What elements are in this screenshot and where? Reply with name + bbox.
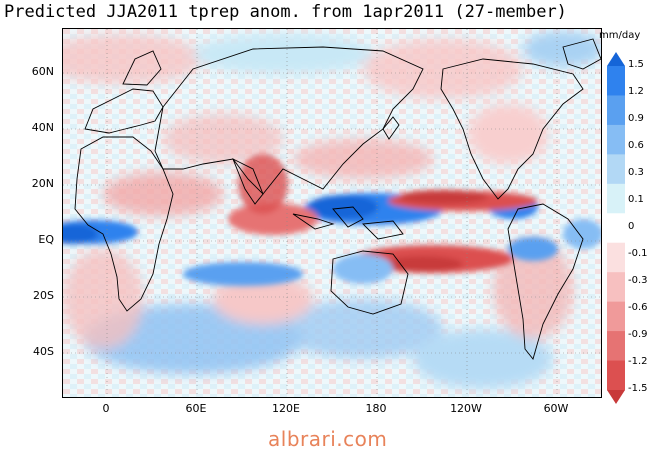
colorbar-segment (607, 301, 625, 332)
colorbar-tick-label: 0.3 (628, 167, 644, 178)
lon-label-180: 180 (365, 402, 387, 415)
lat-label-40n: 40N (31, 121, 54, 134)
lat-label-20n: 20N (31, 177, 54, 190)
colorbar-segment (607, 360, 625, 391)
lat-label-eq: EQ (38, 233, 54, 246)
lon-label-120w: 120W (450, 402, 482, 415)
colorbar-tick-label: 1.2 (628, 86, 644, 97)
watermark-text: albrari.com (268, 427, 388, 451)
continent-outlines (74, 38, 601, 360)
colorbar-segment (607, 272, 625, 303)
colorbar-bottom-arrow (607, 390, 625, 404)
lat-label-20s: 20S (33, 289, 54, 302)
colorbar-segment (607, 66, 625, 96)
colorbar-tick-label: -0.3 (628, 275, 648, 286)
colorbar-top-arrow (607, 52, 625, 66)
colorbar-units: mm/day (599, 30, 641, 41)
lon-label-120e: 120E (272, 402, 300, 415)
map-canvas (63, 29, 601, 397)
gridlines (63, 29, 601, 397)
colorbar-tick-label: 1.5 (628, 59, 644, 70)
precipitation-anomaly-map (62, 28, 602, 398)
colorbar-segment (607, 183, 625, 214)
colorbar-tick-label: 0.9 (628, 113, 644, 124)
colorbar-tick-label: -0.9 (628, 329, 648, 340)
lat-label-40s: 40S (33, 345, 54, 358)
lon-label-60e: 60E (185, 402, 207, 415)
colorbar-tick-label: 0.6 (628, 140, 644, 151)
colorbar-segment (607, 242, 625, 273)
colorbar (607, 52, 625, 404)
colorbar-segment (607, 95, 625, 126)
colorbar-segment (607, 124, 625, 155)
colorbar-tick-label: -0.6 (628, 302, 648, 313)
colorbar-tick-label: -1.5 (628, 383, 648, 394)
colorbar-segment (607, 154, 625, 185)
colorbar-segment (607, 331, 625, 362)
colorbar-tick-label: -1.2 (628, 356, 648, 367)
colorbar-tick-label: 0 (628, 221, 635, 232)
map-title: Predicted JJA2011 tprep anom. from 1apr2… (4, 2, 567, 22)
lat-label-60n: 60N (31, 65, 54, 78)
colorbar-tick-label: 0.1 (628, 194, 644, 205)
colorbar-tick-label: -0.1 (628, 248, 648, 259)
lon-label-60w: 60W (543, 402, 569, 415)
colorbar-segment (607, 213, 625, 244)
lon-label-0: 0 (102, 402, 110, 415)
